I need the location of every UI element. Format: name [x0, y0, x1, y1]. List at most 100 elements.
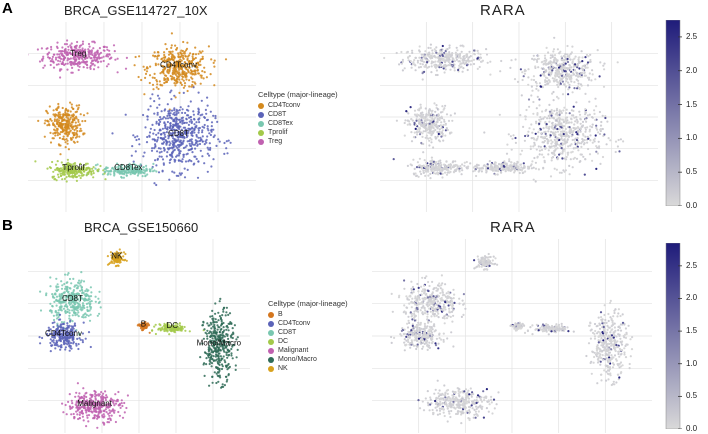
cell-point	[176, 325, 179, 328]
cell-point	[64, 62, 67, 66]
expression-point	[436, 125, 439, 128]
expression-point	[415, 166, 419, 169]
expression-point	[581, 75, 584, 78]
cell-point	[59, 348, 62, 351]
cell-point	[57, 325, 61, 328]
expression-point	[549, 54, 552, 57]
expression-point	[481, 60, 484, 63]
cell-point	[134, 136, 137, 139]
cell-point	[43, 64, 46, 67]
expression-point	[440, 50, 443, 53]
expression-point	[616, 145, 619, 148]
cell-point	[156, 113, 159, 116]
expression-point	[562, 109, 565, 112]
expression-point	[483, 131, 486, 134]
expression-point	[593, 112, 596, 115]
expression-point	[401, 58, 404, 62]
cell-point	[166, 329, 169, 332]
cell-point	[203, 143, 206, 146]
expression-point	[510, 148, 513, 151]
expression-point	[544, 132, 547, 135]
cell-point	[77, 311, 80, 314]
expression-point	[479, 53, 482, 56]
cell-point	[70, 169, 73, 172]
cell-point	[79, 305, 82, 308]
expression-point	[443, 64, 446, 67]
expression-point	[482, 164, 485, 167]
cell-point	[166, 117, 170, 120]
cell-point	[77, 169, 80, 172]
expression-point	[527, 83, 530, 86]
expression-point	[568, 86, 571, 89]
cell-point	[182, 91, 185, 94]
cell-point	[197, 64, 200, 67]
cell-point	[206, 125, 209, 128]
expression-point	[566, 44, 569, 48]
cell-point	[58, 318, 61, 321]
cell-point	[193, 118, 196, 121]
expression-title: RARA	[480, 2, 526, 19]
expression-point	[548, 125, 551, 128]
cell-point	[64, 113, 67, 117]
cell-point	[88, 305, 91, 308]
expression-point	[533, 156, 536, 160]
cell-point	[195, 62, 198, 65]
cell-point	[162, 116, 166, 119]
expression-point	[596, 152, 599, 155]
cell-point	[176, 131, 179, 134]
cell-point	[178, 322, 181, 325]
cell-point	[172, 64, 175, 67]
expression-point	[451, 60, 454, 63]
cell-point	[191, 53, 194, 56]
expression-point	[524, 170, 527, 173]
cell-point	[169, 112, 172, 115]
cell-point	[207, 129, 210, 132]
cell-point	[156, 57, 159, 60]
expression-point	[428, 139, 431, 142]
cell-point	[48, 51, 51, 54]
cell-point	[60, 280, 63, 283]
expression-point	[431, 162, 434, 165]
expression-point	[463, 164, 466, 167]
cell-point	[190, 142, 194, 145]
expression-point	[430, 156, 433, 159]
cell-point	[135, 138, 138, 142]
expression-point	[566, 53, 569, 56]
expression-point	[440, 124, 443, 127]
expression-point	[555, 168, 558, 171]
expression-point	[428, 144, 431, 147]
cell-point	[151, 83, 155, 86]
cell-point	[66, 112, 69, 115]
expression-point	[581, 69, 584, 72]
expression-point	[540, 135, 543, 138]
expression-point	[602, 85, 606, 88]
cell-point	[140, 325, 143, 328]
expression-point	[558, 171, 561, 174]
cell-point	[39, 309, 43, 312]
cell-point	[179, 81, 182, 84]
expression-point	[500, 168, 503, 171]
expression-point	[547, 149, 550, 152]
expression-point	[410, 140, 414, 143]
cell-point	[191, 83, 194, 87]
expression-point	[574, 55, 577, 58]
umap-title: BRCA_GSE150660	[84, 220, 199, 235]
expression-point	[570, 135, 573, 138]
expression-point	[428, 65, 431, 68]
cell-point	[155, 80, 159, 83]
expression-point	[576, 137, 579, 140]
expression-point	[523, 165, 526, 168]
expression-point	[577, 82, 580, 85]
cell-point	[68, 287, 71, 290]
cell-point	[78, 65, 81, 68]
expression-point	[554, 131, 557, 134]
expression-point	[421, 78, 424, 81]
cell-point	[51, 137, 54, 140]
expression-point	[591, 116, 594, 119]
cell-point	[59, 329, 62, 332]
cell-point	[179, 173, 182, 176]
expression-point	[568, 66, 571, 69]
expression-point	[598, 132, 602, 136]
cell-point	[180, 59, 183, 62]
expression-point	[429, 109, 432, 112]
